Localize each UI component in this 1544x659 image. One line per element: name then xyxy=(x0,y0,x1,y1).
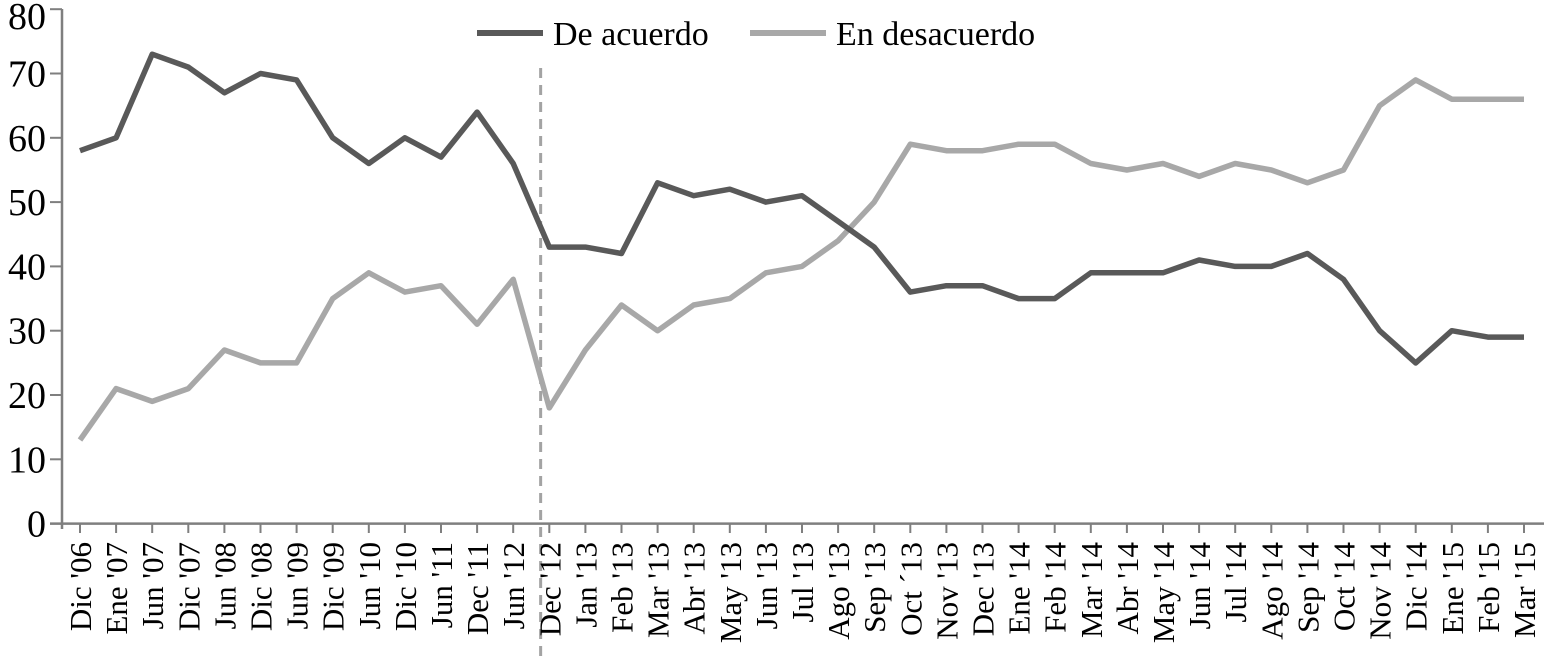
y-tick-label: 70 xyxy=(8,54,46,96)
y-tick-label: 10 xyxy=(8,439,46,481)
x-tick-label: Dic '08 xyxy=(244,542,279,631)
x-tick-label: May '14 xyxy=(1146,542,1181,644)
x-tick-label: Mar '13 xyxy=(641,542,676,638)
x-tick-label: Dic '07 xyxy=(171,542,206,631)
y-tick-label: 40 xyxy=(8,246,46,288)
x-tick-label: Mar '14 xyxy=(1074,542,1109,638)
x-tick-label: Dic '06 xyxy=(63,542,98,631)
x-tick-label: Dec '13 xyxy=(966,542,1001,636)
x-tick-label: Feb '13 xyxy=(605,542,640,633)
x-tick-label: Dec '12 xyxy=(532,542,567,636)
series-line-de-acuerdo xyxy=(79,51,1524,366)
x-tick-label: Jun '08 xyxy=(207,542,242,629)
x-tick-label: Jun '07 xyxy=(135,542,170,629)
x-tick-label: Dic '09 xyxy=(316,542,351,631)
y-tick-label: 60 xyxy=(8,118,46,160)
x-tick-label: Jan '13 xyxy=(568,542,603,628)
x-tick-label: Ago '13 xyxy=(821,542,856,640)
x-tick-label: Jun '10 xyxy=(352,542,387,629)
x-tick-label: Ene '15 xyxy=(1435,542,1470,635)
y-tick-label: 80 xyxy=(8,0,46,38)
x-tick-label: Mar '15 xyxy=(1507,542,1542,638)
chart-legend: De acuerdo En desacuerdo xyxy=(477,16,1035,53)
x-tick-label: Dic '14 xyxy=(1399,542,1434,632)
y-tick-label: 30 xyxy=(8,311,46,353)
x-tick-label: Abr '14 xyxy=(1110,542,1145,635)
x-tick-label: Jun '14 xyxy=(1182,542,1217,630)
x-tick-label: Feb '14 xyxy=(1038,542,1073,633)
legend-label-en-desacuerdo: En desacuerdo xyxy=(836,16,1035,53)
x-tick-label: Sep '14 xyxy=(1290,542,1325,633)
x-tick-label: Nov '13 xyxy=(929,542,964,640)
x-tick-label: Sep '13 xyxy=(857,542,892,633)
x-tick-label: May '13 xyxy=(713,542,748,643)
x-tick-label: Dic '10 xyxy=(388,542,423,631)
y-tick-label: 50 xyxy=(8,182,46,224)
legend-label-de-acuerdo: De acuerdo xyxy=(553,16,709,53)
x-tick-label: Jul '14 xyxy=(1218,542,1253,623)
x-tick-label: Oct ´13 xyxy=(893,542,928,636)
x-tick-label: Jun '09 xyxy=(280,542,315,629)
x-tick-label: Ene '07 xyxy=(99,542,134,635)
x-tick-label: Jun '12 xyxy=(496,542,531,629)
x-tick-label: Feb '15 xyxy=(1471,542,1506,633)
x-tick-label: Jun '13 xyxy=(749,542,784,629)
y-tick-label: 0 xyxy=(27,504,46,546)
x-tick-label: Dec '11 xyxy=(460,542,495,635)
y-tick-label: 20 xyxy=(8,375,46,417)
series-line-en-desacuerdo xyxy=(77,77,1524,442)
x-tick-label: Oct '14 xyxy=(1327,542,1362,632)
x-tick-label: Jun '11 xyxy=(424,542,459,628)
x-tick-label: Ene '14 xyxy=(1002,542,1037,635)
x-tick-label: Ago '14 xyxy=(1254,542,1289,640)
x-tick-label: Nov '14 xyxy=(1363,542,1398,640)
x-tick-label: Abr '13 xyxy=(677,542,712,635)
x-tick-label: Jul '13 xyxy=(785,542,820,623)
